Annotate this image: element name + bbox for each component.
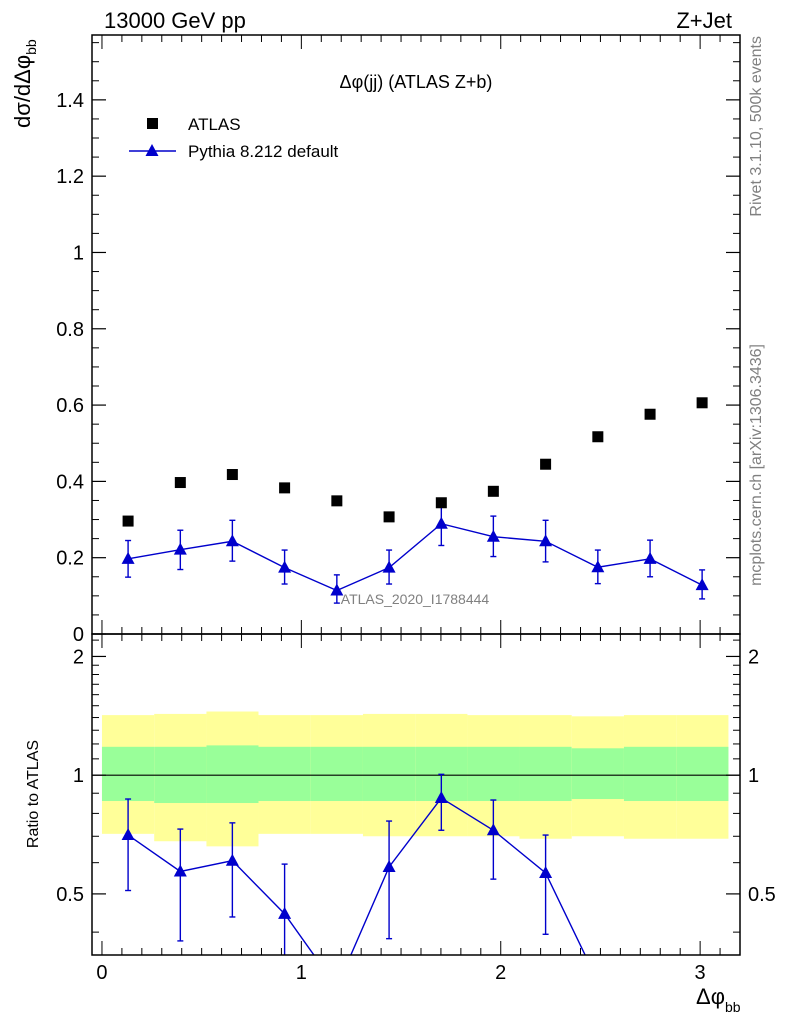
atlas-point [540,458,552,470]
x-tick-label: 2 [495,962,506,984]
main-y-tick-label: 1 [73,242,84,264]
ratio-y-tick-label: 1 [73,765,84,787]
main-plot-title: Δφ(jj) (ATLAS Z+b) [340,72,493,92]
main-axis-ticks: 0 0.2 0.4 0.6 0.8 1 1.2 1.4 [56,35,741,646]
pythia-point [643,551,657,564]
atlas-point [487,485,499,497]
main-y-tick-label: 0.4 [56,471,84,493]
x-axis-label: Δφbb [696,984,741,1015]
ratio-pythia-line [127,797,586,955]
ratio-pythia-point [121,828,135,841]
pythia-point [695,578,709,591]
ratio-green-band [206,745,259,804]
main-y-tick-label: 1.2 [56,166,84,188]
x-tick-label: 0 [96,962,107,984]
svg-text:Δφbb: Δφbb [696,984,741,1015]
ratio-green-band [362,746,416,802]
ratio-green-band [310,746,363,802]
legend-atlas-marker [147,118,158,129]
ratio-axis-ticks: 0.5 0.5 1 1 2 2 0 1 2 3 [56,634,776,984]
pythia-point [434,516,448,529]
analysis-watermark: ATLAS_2020_I1788444 [341,591,490,607]
main-y-tick-label: 0 [73,624,84,646]
atlas-point [644,408,656,420]
legend-pythia-label: Pythia 8.212 default [188,142,339,161]
pythia-point [591,560,605,573]
atlas-point [592,431,604,443]
pythia-point [539,534,553,547]
legend: ATLAS Pythia 8.212 default [129,115,339,161]
main-y-axis-label: dσ/dΔφbb [10,39,39,128]
ratio-pythia-point [382,860,396,873]
svg-text:dσ/dΔφbb: dσ/dΔφbb [10,39,39,128]
ratio-data-layer [121,773,586,955]
pythia-line [127,522,703,592]
pythia-point [121,551,135,564]
rivet-version-label: Rivet 3.1.10, 500k events [748,36,765,217]
pythia-point [173,542,187,555]
ratio-y-tick-label-right: 2 [748,646,759,668]
pythia-point [382,560,396,573]
ratio-y-tick-label: 2 [73,646,84,668]
main-y-tick-label: 0.8 [56,319,84,341]
ratio-green-band [623,746,677,802]
ratio-pythia-point [278,906,292,919]
main-y-tick-label: 0.6 [56,395,84,417]
pythia-point [486,529,500,542]
ratio-y-tick-label-right: 0.5 [748,884,776,906]
ratio-pythia-point [173,864,187,877]
x-tick-label: 3 [695,962,706,984]
main-y-axis-label-text: dσ/dΔφ [10,55,35,128]
ratio-pythia-point [434,791,448,804]
atlas-point [279,482,291,494]
ratio-green-band [676,746,729,802]
pythia-point [330,583,344,596]
main-data-layer [121,397,709,604]
atlas-point [122,515,134,527]
ratio-uncertainty-bands [92,711,740,847]
ratio-pythia-point [225,853,239,866]
ratio-green-band [571,748,624,800]
x-tick-label: 1 [296,962,307,984]
ratio-pythia-point [486,823,500,836]
main-y-tick-label: 0.2 [56,548,84,570]
legend-atlas-label: ATLAS [188,115,241,134]
atlas-point [696,397,708,409]
atlas-point [174,477,186,489]
ratio-pythia-point [539,865,553,878]
ratio-plot-frame [91,633,741,956]
atlas-point [226,469,238,481]
pythia-point [278,560,292,573]
header-right: Z+Jet [676,8,732,33]
ratio-y-tick-label-right: 1 [748,765,759,787]
ratio-green-band [467,746,520,802]
atlas-point [331,495,343,507]
ratio-y-axis-label: Ratio to ATLAS [25,740,42,848]
atlas-point [435,497,447,509]
ratio-y-tick-label: 0.5 [56,884,84,906]
legend-pythia-marker [145,144,159,156]
pythia-point [225,534,239,547]
header-left: 13000 GeV pp [104,8,246,33]
mcplots-label: mcplots.cern.ch [arXiv:1306.3436] [748,344,765,586]
main-y-tick-label: 1.4 [56,90,84,112]
ratio-green-band [519,746,572,802]
ratio-green-band [101,746,155,802]
ratio-green-band [258,746,311,802]
atlas-point [383,511,395,523]
